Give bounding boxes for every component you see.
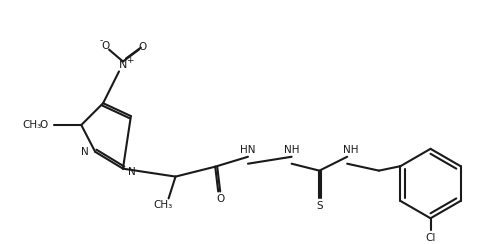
Text: -: - bbox=[100, 36, 103, 45]
Text: NH: NH bbox=[344, 145, 359, 155]
Text: +: + bbox=[126, 56, 134, 65]
Text: CH₃: CH₃ bbox=[22, 120, 41, 130]
Text: CH₃: CH₃ bbox=[153, 200, 172, 210]
Text: O: O bbox=[101, 41, 109, 51]
Text: NH: NH bbox=[284, 145, 299, 155]
Text: Cl: Cl bbox=[426, 233, 436, 243]
Text: S: S bbox=[316, 201, 323, 211]
Text: N: N bbox=[128, 167, 136, 177]
Text: O: O bbox=[216, 194, 224, 204]
Text: N: N bbox=[81, 147, 89, 157]
Text: O: O bbox=[40, 120, 48, 130]
Text: N: N bbox=[119, 61, 127, 71]
Text: O: O bbox=[139, 42, 147, 52]
Text: HN: HN bbox=[240, 145, 256, 155]
